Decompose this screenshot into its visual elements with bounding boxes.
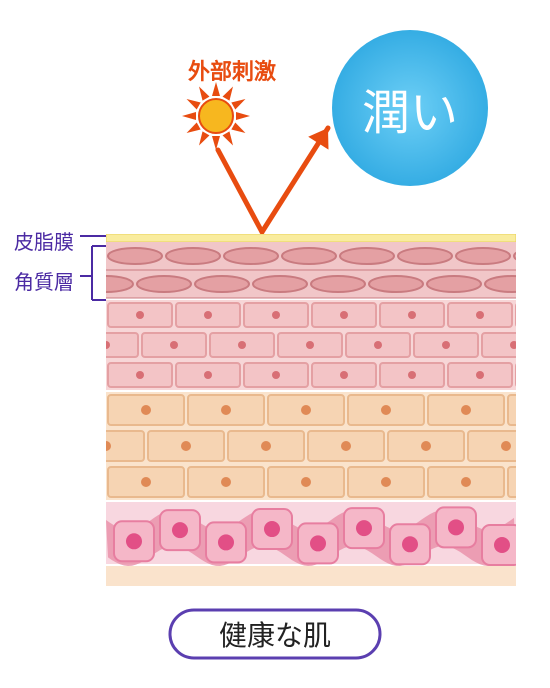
skin-cross-section [0,234,550,586]
sun-icon [182,82,250,150]
moisture-label: 潤い [362,73,458,143]
bounce-arrow [218,128,328,232]
sebum-label: 皮脂膜 [14,226,74,255]
callout-brackets [80,236,106,300]
stimulus-label: 外部刺激 [188,54,276,86]
caption-label: 健康な肌 [219,614,331,654]
stratum-label: 角質層 [14,266,74,295]
